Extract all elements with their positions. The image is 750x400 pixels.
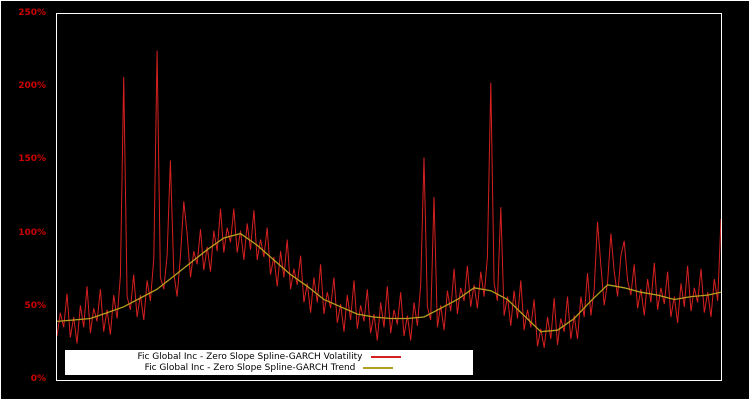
y-tick-label: 0% <box>30 374 46 384</box>
y-tick-label: 200% <box>18 81 46 92</box>
legend-label-volatility: Fic Global Inc - Zero Slope Spline-GARCH… <box>137 352 363 362</box>
plot-area: Fic Global Inc - Zero Slope Spline-GARCH… <box>56 13 722 381</box>
legend: Fic Global Inc - Zero Slope Spline-GARCH… <box>65 350 473 375</box>
y-tick-label: 50% <box>24 300 46 311</box>
plot-svg <box>57 50 721 348</box>
legend-label-trend: Fic Global Inc - Zero Slope Spline-GARCH… <box>144 363 356 373</box>
y-axis: 0% 50% 100% 150% 200% 250% <box>1 1 50 399</box>
y-tick-label: 100% <box>18 227 46 238</box>
legend-item-volatility: Fic Global Inc - Zero Slope Spline-GARCH… <box>69 352 469 362</box>
legend-line-sample-trend <box>363 367 394 369</box>
trend-series <box>57 232 721 333</box>
y-tick-label: 250% <box>18 8 46 18</box>
legend-line-sample-volatility <box>370 356 401 358</box>
legend-item-trend: Fic Global Inc - Zero Slope Spline-GARCH… <box>69 363 469 373</box>
volatility-series <box>57 50 721 348</box>
y-tick-label: 150% <box>18 154 46 165</box>
